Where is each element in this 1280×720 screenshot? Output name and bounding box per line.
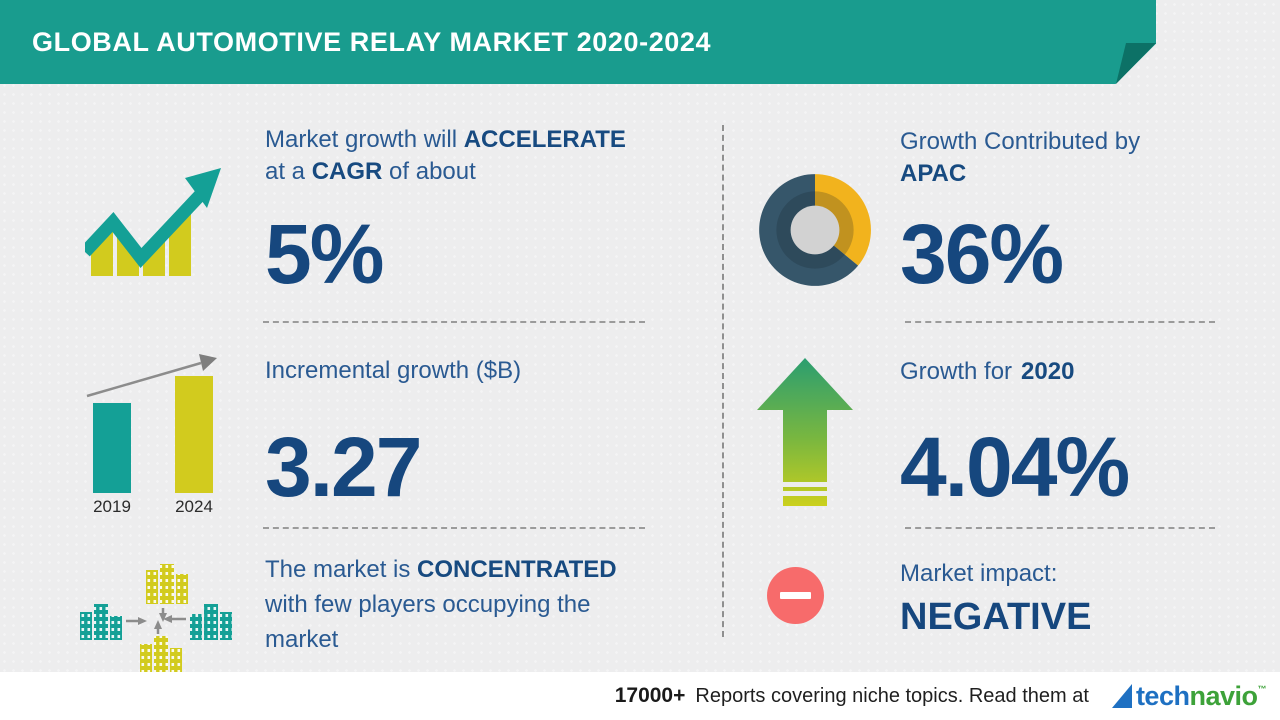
growth2020-label-year: 2020 — [1021, 358, 1075, 385]
header-ribbon: GLOBAL AUTOMOTIVE RELAY MARKET 2020-2024 — [0, 0, 1156, 84]
cagr-headline-ata: at a — [265, 158, 312, 185]
apac-value: 36% — [900, 207, 1064, 301]
page-title: GLOBAL AUTOMOTIVE RELAY MARKET 2020-2024 — [32, 26, 712, 57]
minus-icon — [780, 592, 811, 599]
growth-up-arrow-icon — [757, 358, 853, 506]
impact-label: Market impact: — [900, 560, 1058, 587]
concentration-text: The market is — [265, 556, 418, 583]
bar-growth-icon — [86, 354, 217, 493]
negative-impact-icon — [767, 567, 824, 624]
impact-value: NEGATIVE — [900, 596, 1092, 638]
concentration-bold: CONCENTRATED — [417, 556, 617, 583]
cagr-headline-line1: Market growth will ACCELERATE — [265, 126, 626, 154]
brand-tech: tech — [1135, 680, 1190, 711]
incremental-growth-value: 3.27 — [265, 420, 422, 514]
technavio-logo: tech navio ™ — [1111, 681, 1266, 712]
cagr-headline-text: Market growth will — [265, 126, 464, 153]
brand-trademark: ™ — [1257, 683, 1267, 694]
divider-mid-1 — [263, 321, 645, 323]
divider-right-1 — [905, 321, 1215, 323]
brand-navio: navio — [1189, 680, 1258, 711]
concentration-line2: with few players occupying the — [265, 591, 591, 618]
divider-mid-2 — [263, 527, 645, 529]
growth2020-label: Growth for 2020 — [900, 358, 1074, 386]
technavio-sail-icon — [1111, 684, 1132, 708]
concentration-line1: The market is CONCENTRATED — [265, 556, 617, 584]
donut-chart-icon — [759, 174, 871, 286]
apac-label-line1: Growth Contributed by — [900, 128, 1141, 155]
growth2020-label-text: Growth for — [900, 358, 1013, 385]
report-count: 17000+ — [614, 684, 686, 707]
incremental-growth-label: Incremental growth ($B) — [265, 357, 522, 384]
growth-trend-icon — [85, 168, 221, 276]
apac-label-line2: APAC — [900, 160, 967, 187]
footer-tagline: Reports covering niche topics. Read them… — [695, 684, 1089, 707]
cagr-value: 5% — [265, 207, 384, 301]
concentration-line3: market — [265, 626, 339, 653]
cagr-headline-ofabout: of about — [382, 158, 476, 185]
divider-vertical — [722, 125, 724, 637]
divider-right-2 — [905, 527, 1215, 529]
cagr-headline-line2: at a CAGR of about — [265, 158, 476, 186]
market-concentration-buildings-icon — [80, 564, 232, 676]
bar-icon-year-2019: 2019 — [93, 497, 131, 516]
footer-bar: 17000+ Reports covering niche topics. Re… — [0, 672, 1280, 720]
growth2020-value: 4.04% — [900, 420, 1130, 514]
bar-icon-year-2024: 2024 — [175, 497, 213, 516]
cagr-headline-cagr: CAGR — [311, 158, 383, 185]
cagr-headline-accelerate: ACCELERATE — [463, 126, 626, 153]
